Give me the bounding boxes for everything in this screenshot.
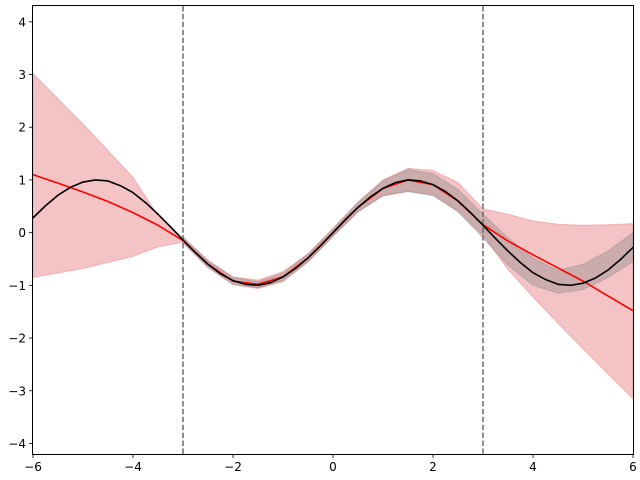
- x-tick-label: −2: [224, 460, 242, 474]
- x-tick-label: −6: [24, 460, 42, 474]
- y-tick-label: 4: [18, 15, 26, 29]
- y-tick-label: 3: [18, 68, 26, 82]
- vertical-reference-lines: [182, 6, 484, 454]
- x-tick-label: 6: [629, 460, 637, 474]
- y-tick-label: −3: [8, 384, 26, 398]
- x-tick-label: 0: [329, 460, 337, 474]
- x-tick-label: −4: [124, 460, 142, 474]
- series-line-2: [32, 179, 634, 287]
- y-tick-label: 2: [18, 121, 26, 135]
- x-tick-label: 4: [529, 460, 537, 474]
- y-tick-label: −1: [8, 279, 26, 293]
- y-tick-label: 0: [18, 226, 26, 240]
- y-axis: −4 −3 −2 −1 0 1 2 3 4: [8, 15, 33, 451]
- y-tick-label: 1: [18, 173, 26, 187]
- y-tick-label: −4: [8, 437, 26, 451]
- series-lines: [32, 173, 634, 312]
- x-tick-label: 2: [429, 460, 437, 474]
- y-tick-label: −2: [8, 332, 26, 346]
- x-axis: −6 −4 −2 0 2 4 6: [24, 454, 637, 474]
